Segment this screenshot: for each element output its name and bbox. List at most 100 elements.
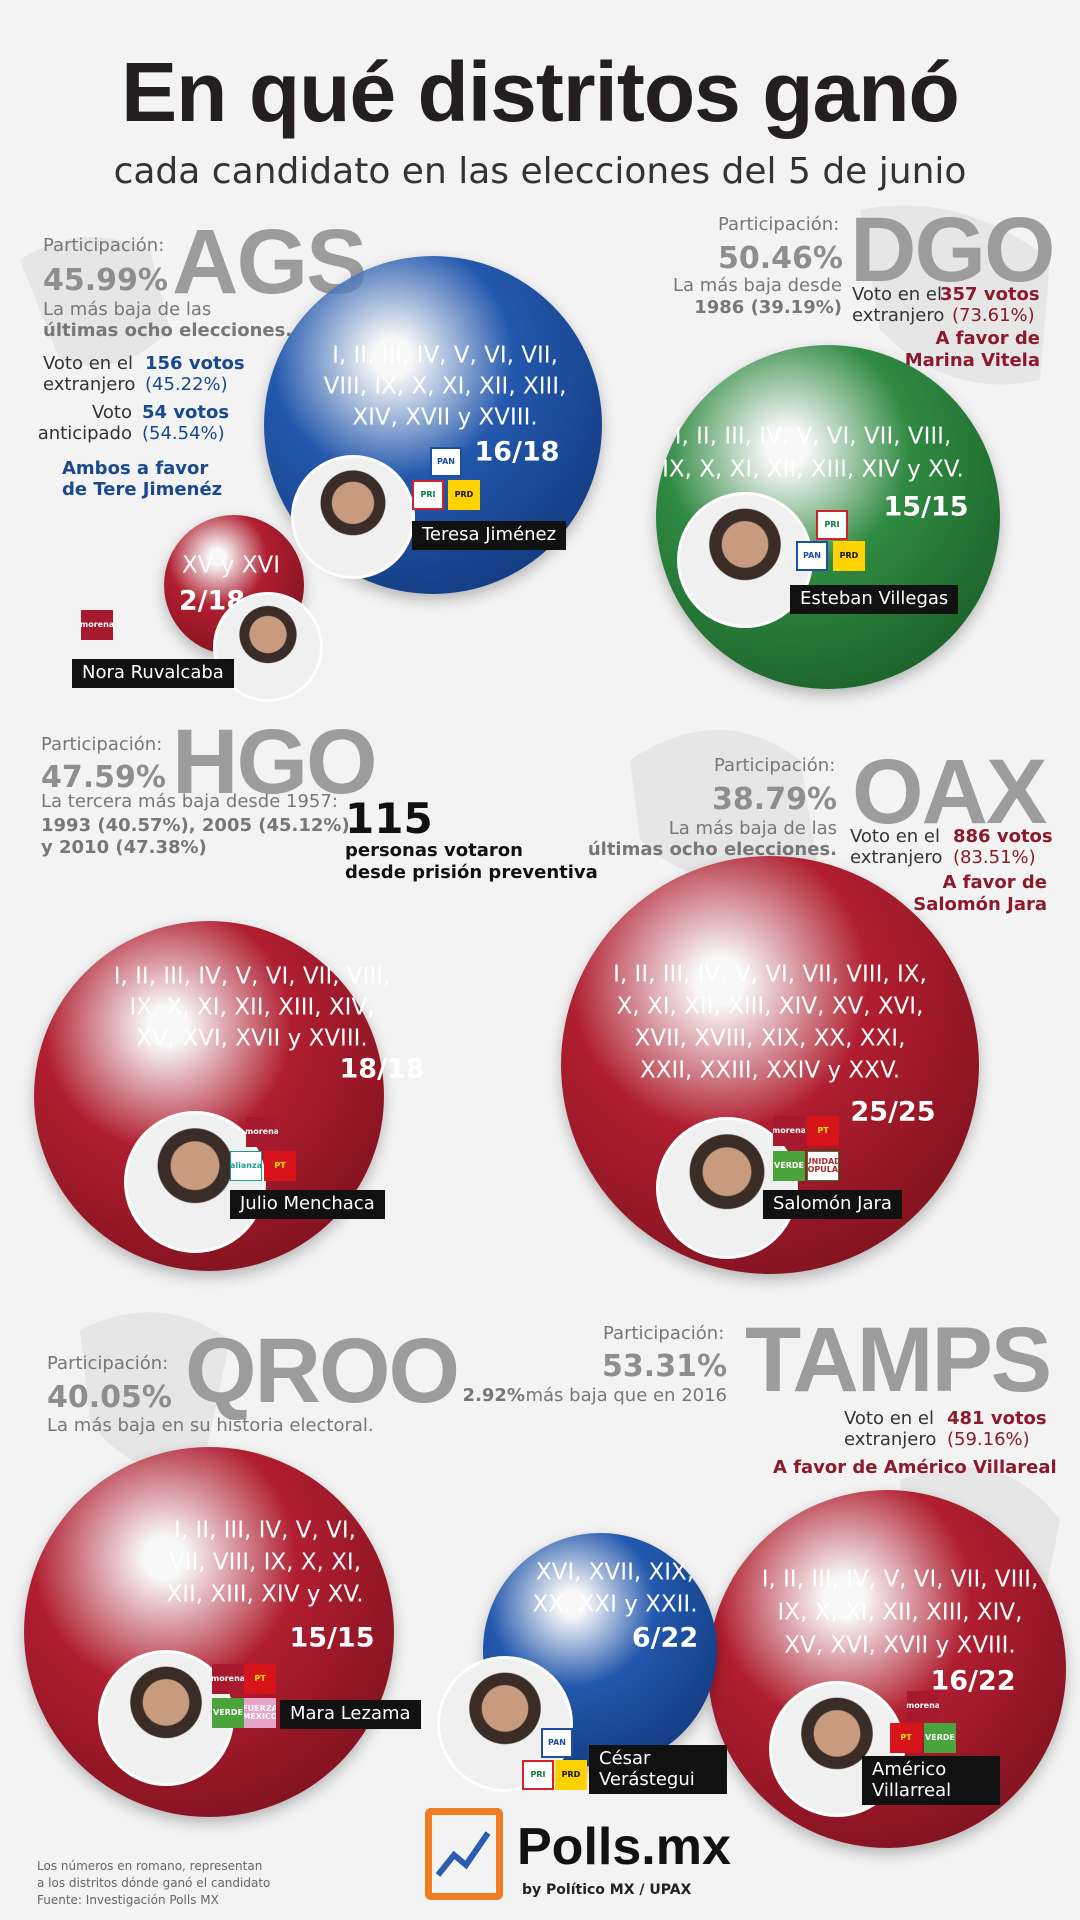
state-code: HGO — [172, 711, 378, 813]
candidate-photo — [124, 1111, 266, 1253]
prison-text: personas votaron — [345, 840, 523, 861]
party-logo: morena — [246, 1117, 278, 1147]
favor-note: A favor de Américo Villareal — [773, 1457, 1057, 1478]
party-logo: PRD — [555, 1760, 587, 1790]
note: La más baja desde — [672, 275, 842, 296]
early-label: anticipado — [37, 423, 132, 444]
abroad-label: extranjero — [852, 305, 945, 326]
party-logo: PRI — [522, 1760, 554, 1790]
districts-text: XX, XXI y XXII. — [532, 1591, 698, 1618]
districts-text: XIV, XVII y XVIII. — [352, 404, 538, 431]
districts-text: XV, XVI, XVII y XVIII. — [784, 1632, 1016, 1659]
note: últimas ocho elecciones. — [587, 839, 837, 860]
party-logo: VERDE — [773, 1151, 805, 1181]
prison-count: 115 — [345, 794, 433, 843]
state-code: QROO — [185, 1320, 460, 1422]
party-logo: VERDE — [924, 1723, 956, 1753]
abroad-label: Voto en el — [850, 826, 940, 847]
favor-note: de Tere Jimenéz — [62, 479, 223, 500]
title: En qué distritos ganó — [121, 45, 960, 139]
early-votes: 54 votos — [142, 402, 230, 423]
map-shape — [630, 730, 820, 885]
district-count: 6/22 — [631, 1622, 699, 1654]
abroad-votes: 481 votos — [947, 1408, 1047, 1429]
candidate-name: Salomón Jara — [763, 1190, 902, 1219]
abroad-pct: (83.51%) — [953, 847, 1036, 868]
districts-text: XXII, XXIII, XXIV y XXV. — [639, 1057, 901, 1084]
map-shape — [860, 205, 1050, 385]
abroad-votes: 886 votos — [953, 826, 1053, 847]
note: 1993 (40.57%), 2005 (45.12%) — [41, 815, 350, 836]
party-logo: PT — [807, 1116, 839, 1146]
abroad-label: extranjero — [850, 847, 943, 868]
districts-text: I, II, III, IV, V, VI, VII, VIII, — [761, 1566, 1039, 1593]
participation-label: Participación: — [603, 1323, 725, 1344]
prison-text: desde prisión preventiva — [345, 862, 598, 883]
brand-name: Polls.mx — [517, 1818, 731, 1876]
districts-text: VIII, IX, X, XI, XII, XIII, — [323, 373, 567, 400]
footnote: Fuente: Investigación Polls MX — [37, 1893, 219, 1907]
party-logo: morena — [212, 1664, 244, 1694]
districts-text: XV, XVI, XVII y XVIII. — [136, 1025, 368, 1052]
abroad-votes: 156 votos — [145, 353, 245, 374]
footnote: Los números en romano, representan — [37, 1859, 263, 1873]
candidate-name: Julio Menchaca — [230, 1190, 385, 1219]
district-count: 25/25 — [850, 1096, 936, 1128]
brand-logo-chart — [435, 1831, 491, 1877]
districts-text: I, II, III, IV, V, VI, VII, VIII, — [113, 963, 391, 990]
districts-text: XII, XIII, XIV y XV. — [166, 1581, 364, 1608]
party-logo: UNIDAD POPULAR — [807, 1151, 839, 1181]
brand-byline: by Político MX / UPAX — [522, 1882, 692, 1898]
participation-value: 53.31% — [602, 1349, 727, 1384]
candidate-photo — [98, 1650, 234, 1786]
early-pct: (54.54%) — [142, 423, 225, 444]
districts-text: I, II, III, IV, V, VI, VII, VIII, IX, — [613, 961, 927, 988]
party-logo: PRD — [448, 480, 480, 510]
map-shape — [80, 1312, 230, 1480]
districts-text: I, II, III, IV, V, VI, — [174, 1517, 356, 1544]
subtitle: cada candidato en las elecciones del 5 d… — [113, 151, 967, 192]
state-code: TAMPS — [745, 1309, 1052, 1411]
participation-value: 40.05% — [47, 1380, 172, 1415]
note: La más baja en su historia electoral. — [47, 1415, 374, 1436]
party-logo: PRD — [833, 541, 865, 571]
abroad-label: Voto en el — [852, 284, 942, 305]
candidate-name: Teresa Jiménez — [412, 521, 567, 550]
early-label: Voto — [92, 402, 132, 423]
participation-value: 47.59% — [41, 760, 166, 795]
note: últimas ocho elecciones. — [43, 320, 293, 341]
note: y 2010 (47.38%) — [41, 837, 207, 858]
district-count: 16/22 — [930, 1665, 1016, 1697]
candidate-name: Esteban Villegas — [790, 585, 959, 614]
party-logo: FUERZA MÉXICO — [244, 1698, 276, 1728]
party-logo: PRI — [816, 510, 848, 540]
participation-value: 38.79% — [712, 782, 837, 817]
favor-note: Marina Vitela — [904, 350, 1040, 371]
party-logo: morena — [773, 1116, 805, 1146]
party-logo: PAN — [430, 447, 462, 477]
district-count: 16/18 — [474, 436, 560, 468]
footnote: a los distritos dónde ganó el candidato — [37, 1876, 271, 1890]
party-logo: PAN — [796, 541, 828, 571]
note-value: 2.92% — [462, 1385, 525, 1406]
districts-text: XV y XVI — [182, 552, 280, 579]
participation-label: Participación: — [43, 235, 165, 256]
party-logo: PT — [244, 1664, 276, 1694]
favor-note: Ambos a favor — [62, 458, 209, 479]
logo-line — [435, 1831, 491, 1877]
note: más baja que en 2016 — [525, 1385, 727, 1406]
districts-text: XVII, XVIII, XIX, XX, XXI, — [634, 1025, 906, 1052]
brand-logo — [425, 1808, 503, 1900]
participation-label: Participación: — [714, 755, 836, 776]
participation-label: Participación: — [718, 214, 840, 235]
abroad-pct: (59.16%) — [947, 1429, 1030, 1450]
district-count: 15/15 — [289, 1622, 375, 1654]
party-logo: VERDE — [212, 1698, 244, 1728]
note: La tercera más baja desde 1957: — [41, 791, 338, 812]
abroad-label: extranjero — [43, 374, 136, 395]
party-logo: PRI — [412, 480, 444, 510]
party-logo: morena — [81, 610, 113, 640]
abroad-label: extranjero — [844, 1429, 937, 1450]
districts-text: X, XI, XII, XIII, XIV, XV, XVI, — [616, 993, 924, 1020]
